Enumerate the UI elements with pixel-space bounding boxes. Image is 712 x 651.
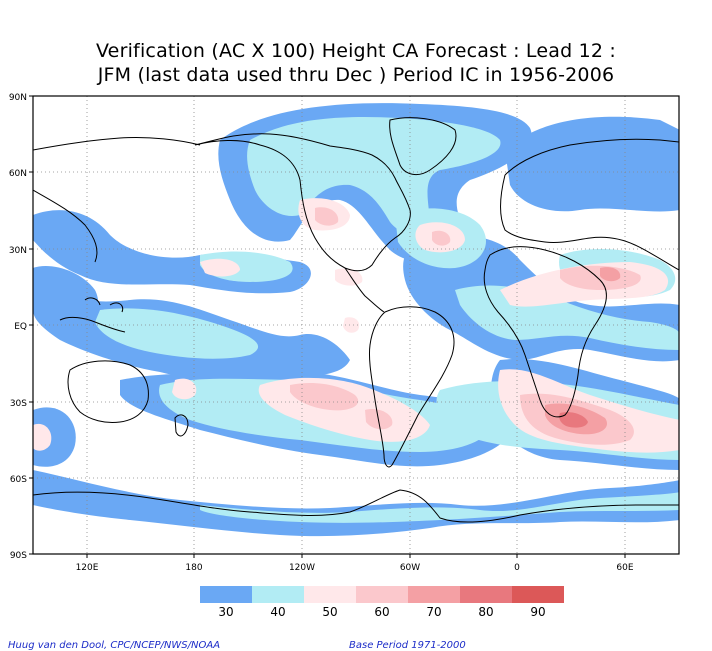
graticule	[33, 96, 679, 554]
coast-antarctica	[33, 489, 679, 523]
coast-eurasia	[33, 137, 679, 271]
colorbar-swatch	[460, 586, 512, 603]
lon-label-60w: 60W	[400, 563, 420, 573]
contour-60-west-atlantic	[432, 230, 451, 246]
colorbar-label: 30	[218, 605, 233, 619]
colorbar-label: 60	[374, 605, 389, 619]
coastlines	[33, 117, 679, 523]
colorbar-label: 40	[270, 605, 285, 619]
coast-new-zealand	[174, 414, 189, 437]
lon-label-60e: 60E	[616, 563, 633, 573]
colorbar-swatch	[408, 586, 460, 603]
lon-label-0: 0	[514, 563, 520, 573]
shaded-skill-field	[33, 96, 679, 554]
colorbar-label: 80	[478, 605, 493, 619]
contour-40-arctic	[247, 117, 501, 235]
contour-80-south-africa	[559, 412, 588, 428]
lat-label-30s: 30S	[10, 399, 27, 409]
colorbar: 30 40 50 60 70 80 90	[200, 586, 564, 619]
colorbar-swatch	[252, 586, 304, 603]
contour-50-eq-atlantic	[343, 317, 360, 333]
contour-60-south-pacific	[290, 383, 359, 411]
colorbar-swatch	[512, 586, 564, 603]
colorbar-label: 50	[322, 605, 337, 619]
contour-30-eurasia-north	[505, 116, 679, 212]
longitude-labels: 120E 180 120W 60W 0 60E	[76, 563, 634, 573]
chart-title-line-2: JFM (last data used thru Dec ) Period IC…	[97, 64, 615, 86]
coast-greenland	[389, 117, 457, 176]
contour-70-arabia	[600, 267, 621, 282]
lon-label-180: 180	[185, 563, 202, 573]
chart-title-line-1: Verification (AC X 100) Height CA Foreca…	[95, 40, 617, 62]
credit-text: Huug van den Dool, CPC/NCEP/NWS/NOAA	[8, 640, 221, 651]
coast-central-america	[344, 267, 385, 313]
contour-50-west-indian	[33, 423, 52, 451]
coast-africa	[483, 246, 607, 418]
contour-60-north-pacific	[315, 207, 339, 226]
contour-50-north-america	[335, 268, 363, 286]
lon-label-120e: 120E	[76, 563, 99, 573]
coast-australia	[67, 360, 149, 423]
contour-30-indonesia	[33, 266, 99, 330]
contour-60-arabia	[560, 265, 641, 290]
tick-marks	[29, 95, 626, 558]
base-period-text: Base Period 1971-2000	[349, 640, 466, 651]
lat-label-60n: 60N	[9, 169, 27, 179]
lat-label-30n: 30N	[9, 246, 27, 256]
coast-south-america	[369, 306, 455, 468]
contour-40-tropical-pacific	[95, 308, 259, 359]
colorbar-label: 70	[426, 605, 441, 619]
lat-label-60s: 60S	[10, 475, 27, 485]
colorbar-swatch	[200, 586, 252, 603]
latitude-labels: 90N 60N 30N EQ 30S 60S 90S	[9, 93, 27, 561]
colorbar-label: 90	[530, 605, 545, 619]
contour-50-pacific-north	[200, 258, 240, 277]
coast-north-america	[194, 133, 411, 272]
lon-label-120w: 120W	[289, 563, 315, 573]
colorbar-swatch	[304, 586, 356, 603]
lat-label-90n: 90N	[9, 93, 27, 103]
lat-label-eq: EQ	[14, 322, 27, 332]
lat-label-90s: 90S	[10, 551, 27, 561]
coast-indonesia	[59, 297, 126, 333]
contour-30-southern-ocean	[33, 470, 679, 537]
contour-30-indian-west	[33, 407, 76, 467]
contour-50-tropical-pacific	[172, 378, 197, 400]
colorbar-swatch	[356, 586, 408, 603]
